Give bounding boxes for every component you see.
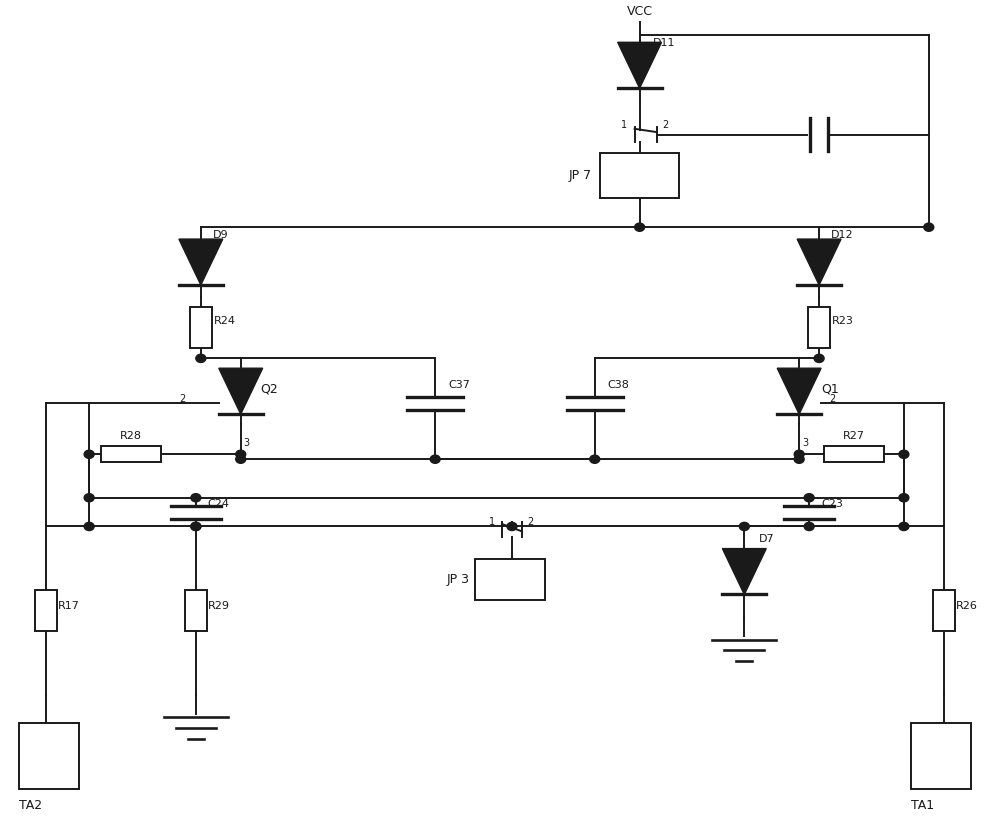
Text: TA1: TA1: [911, 798, 934, 811]
Polygon shape: [722, 549, 766, 594]
Text: JP 3: JP 3: [447, 574, 470, 586]
Bar: [808, 307, 830, 348]
Circle shape: [924, 223, 934, 231]
Circle shape: [84, 450, 94, 458]
Text: 2: 2: [180, 394, 186, 404]
Text: Q2: Q2: [261, 382, 278, 395]
Text: 1: 1: [621, 119, 627, 130]
Bar: [19, 723, 79, 788]
Circle shape: [814, 354, 824, 362]
Circle shape: [236, 455, 246, 463]
Polygon shape: [797, 239, 841, 285]
Circle shape: [191, 494, 201, 502]
Text: VCC: VCC: [627, 5, 653, 18]
Bar: [35, 590, 57, 631]
Text: TA2: TA2: [19, 798, 42, 811]
Circle shape: [191, 523, 201, 531]
Circle shape: [804, 523, 814, 531]
Polygon shape: [219, 368, 263, 414]
Text: 2: 2: [829, 394, 835, 404]
Bar: [101, 446, 161, 463]
Text: R27: R27: [843, 431, 865, 441]
Bar: [185, 590, 207, 631]
Circle shape: [899, 450, 909, 458]
Circle shape: [507, 523, 517, 531]
Polygon shape: [777, 368, 821, 414]
Text: D11: D11: [653, 38, 675, 48]
Text: 3: 3: [244, 438, 250, 448]
Text: R28: R28: [120, 431, 142, 441]
Bar: [824, 446, 884, 463]
Text: C37: C37: [448, 380, 470, 390]
Text: 2: 2: [527, 518, 533, 528]
Text: D9: D9: [213, 230, 228, 240]
Text: C38: C38: [608, 380, 630, 390]
Circle shape: [430, 455, 440, 463]
Circle shape: [236, 450, 246, 458]
Circle shape: [635, 223, 645, 231]
Bar: [190, 307, 212, 348]
Text: R29: R29: [208, 602, 230, 611]
Text: R17: R17: [58, 602, 80, 611]
Text: R26: R26: [956, 602, 978, 611]
Polygon shape: [618, 42, 662, 88]
Text: 1: 1: [489, 518, 495, 528]
Text: 2: 2: [663, 119, 669, 130]
Circle shape: [899, 523, 909, 531]
Bar: [911, 723, 971, 788]
Text: R23: R23: [832, 316, 854, 326]
Circle shape: [196, 354, 206, 362]
Text: Q1: Q1: [821, 382, 839, 395]
Bar: [600, 153, 679, 198]
Circle shape: [590, 455, 600, 463]
Circle shape: [84, 523, 94, 531]
Circle shape: [794, 455, 804, 463]
Circle shape: [899, 494, 909, 502]
Text: D12: D12: [831, 230, 854, 240]
Bar: [475, 560, 545, 600]
Text: JP 7: JP 7: [569, 170, 592, 183]
Polygon shape: [179, 239, 223, 285]
Circle shape: [191, 523, 201, 531]
Circle shape: [794, 450, 804, 458]
Circle shape: [739, 523, 749, 531]
Text: C23: C23: [821, 499, 843, 509]
Circle shape: [84, 494, 94, 502]
Text: D7: D7: [759, 534, 775, 544]
Text: C24: C24: [208, 499, 230, 509]
Circle shape: [804, 494, 814, 502]
Text: R24: R24: [214, 316, 236, 326]
Bar: [933, 590, 955, 631]
Text: 3: 3: [802, 438, 808, 448]
